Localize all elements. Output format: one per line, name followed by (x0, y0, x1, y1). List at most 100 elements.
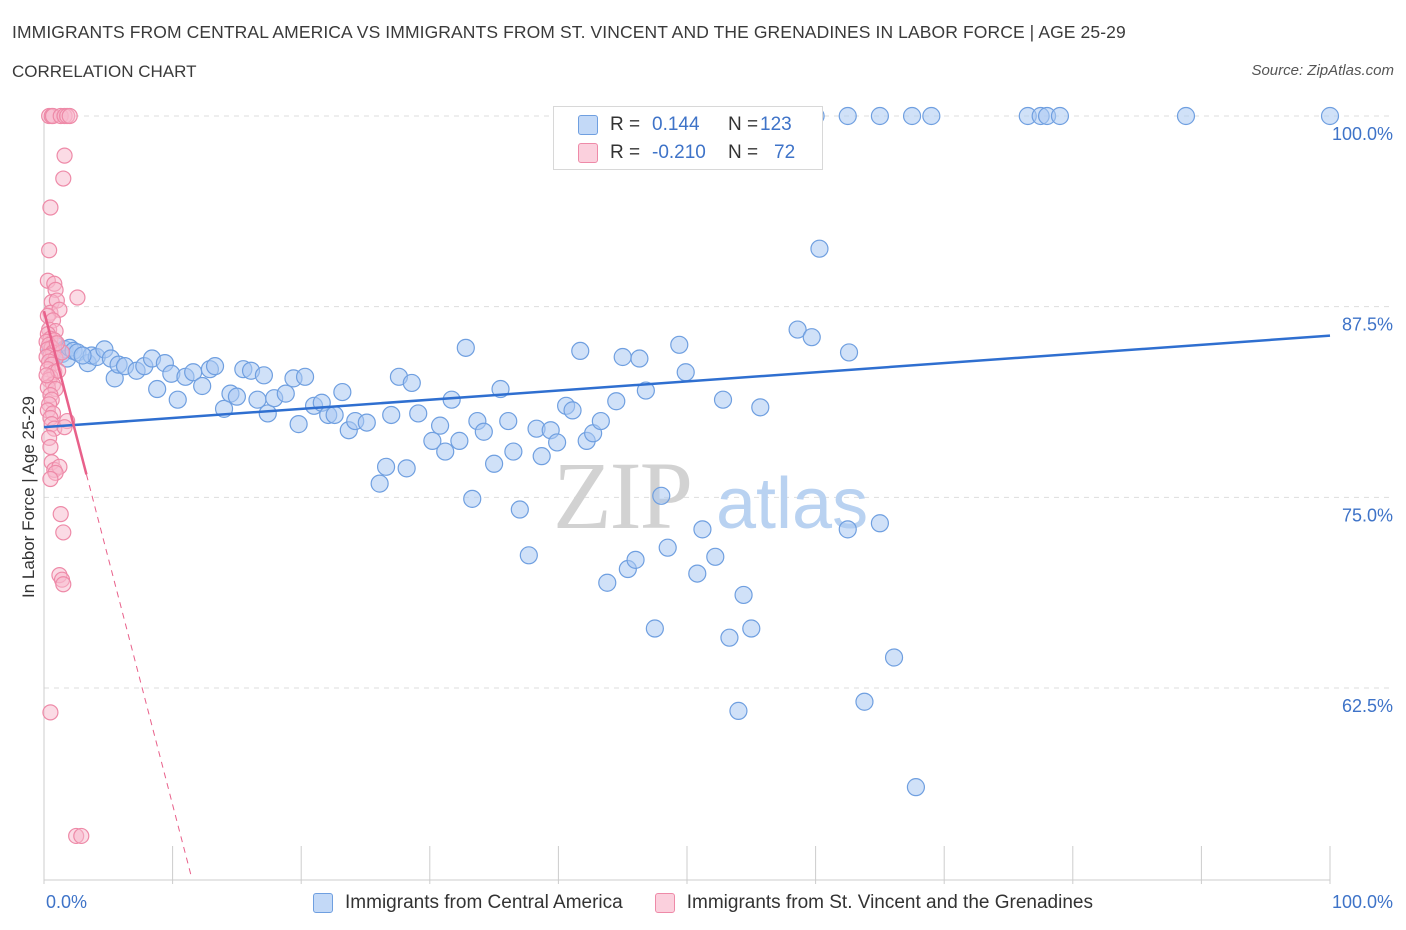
data-point-central-america (548, 433, 567, 452)
data-point-central-america (504, 442, 523, 461)
data-point-central-america (729, 701, 748, 720)
data-point-central-america (193, 376, 212, 396)
x-tick-label: 100.0% (1332, 892, 1393, 912)
data-point-st-vincent (41, 242, 58, 259)
data-point-central-america (402, 373, 421, 393)
data-point-central-america (906, 778, 926, 797)
trend-line-st-vincent (42, 310, 88, 475)
data-point-central-america (810, 239, 829, 258)
data-point-central-america (839, 343, 859, 362)
data-point-central-america (276, 384, 295, 403)
legend-swatch-blue (578, 115, 598, 135)
data-point-central-america (788, 320, 807, 339)
series-st-vincent (38, 107, 90, 845)
data-point-central-america (751, 398, 770, 417)
data-point-st-vincent (55, 524, 72, 541)
data-point-central-america (802, 328, 821, 347)
data-point-central-america (376, 457, 396, 476)
data-point-central-america (168, 390, 187, 409)
data-point-central-america (1050, 106, 1070, 126)
legend-r-value: -0.210 (652, 142, 706, 163)
legend-swatch-pink (578, 143, 598, 163)
data-point-central-america (645, 619, 664, 638)
series-legend-item-blue: Immigrants from Central America (313, 892, 623, 914)
data-point-central-america (636, 381, 655, 400)
data-point-central-america (532, 447, 551, 466)
data-point-central-america (613, 347, 632, 367)
data-point-central-america (676, 363, 695, 382)
data-point-central-america (258, 404, 277, 423)
legend-row-pink: R = -0.210 N = 72 (554, 140, 814, 166)
data-point-st-vincent (61, 107, 78, 125)
series-legend-label: Immigrants from St. Vincent and the Gren… (686, 892, 1093, 913)
chart-subtitle: CORRELATION CHART (12, 62, 197, 81)
data-point-central-america (148, 379, 167, 399)
data-point-central-america (499, 411, 518, 431)
source-label: Source: ZipAtlas.com (1251, 62, 1394, 79)
data-point-central-america (227, 387, 246, 406)
data-point-st-vincent (55, 170, 72, 187)
data-point-central-america (450, 431, 469, 450)
data-point-central-america (333, 382, 352, 402)
data-point-central-america (693, 520, 712, 539)
series-legend-item-pink: Immigrants from St. Vincent and the Gren… (654, 892, 1093, 914)
y-tick-label: 100.0% (1332, 124, 1393, 144)
data-point-central-america (463, 489, 482, 508)
data-point-central-america (626, 550, 645, 569)
y-tick-label: 75.0% (1342, 505, 1393, 525)
data-point-central-america (370, 474, 389, 493)
data-point-st-vincent (56, 147, 73, 164)
data-point-st-vincent (38, 367, 55, 384)
data-point-st-vincent (42, 438, 59, 456)
trend-lines (42, 310, 1331, 879)
y-tick-label: 87.5% (1342, 315, 1393, 335)
data-point-central-america (409, 404, 428, 423)
data-point-central-america (456, 338, 475, 357)
data-point-central-america (902, 106, 922, 126)
data-point-central-america (838, 106, 857, 126)
data-point-central-america (734, 585, 753, 605)
data-point-central-america (382, 405, 401, 425)
data-point-central-america (670, 335, 689, 354)
data-point-central-america (870, 106, 890, 126)
legend-r-label: R = (610, 114, 641, 135)
legend-n-label: N = (728, 142, 759, 163)
trend-line-central-america (43, 334, 1331, 429)
data-point-central-america (423, 431, 442, 450)
data-point-central-america (720, 628, 739, 647)
trend-line-st-vincent-extension (85, 474, 193, 879)
data-point-central-america (510, 500, 529, 519)
data-point-central-america (563, 401, 582, 420)
legend-row-blue: R = 0.144 N = 123 (554, 112, 800, 138)
legend-r-label: R = (610, 142, 641, 163)
data-point-st-vincent (73, 827, 90, 845)
data-point-central-america (884, 648, 904, 667)
legend-n-label: N = (728, 114, 759, 135)
stats-legend: R = 0.144 N = 123 R = -0.210 N = 72 (553, 106, 823, 170)
data-point-st-vincent (69, 289, 86, 306)
series-legend-label: Immigrants from Central America (345, 892, 623, 913)
data-point-central-america (630, 349, 649, 368)
data-point-central-america (397, 459, 416, 478)
data-point-central-america (205, 357, 225, 376)
series-swatch-blue (313, 893, 334, 913)
data-point-central-america (688, 564, 707, 583)
data-point-central-america (436, 442, 455, 461)
data-point-central-america (357, 413, 376, 432)
data-point-central-america (254, 366, 274, 385)
data-point-central-america (598, 573, 617, 592)
series-swatch-pink (654, 893, 675, 913)
y-tick-label: 62.5% (1342, 696, 1393, 716)
legend-r-value: 0.144 (652, 114, 700, 135)
data-point-central-america (1320, 106, 1340, 126)
data-point-central-america (922, 106, 941, 126)
legend-n-value: 72 (774, 142, 796, 163)
data-point-st-vincent (42, 470, 59, 488)
y-axis-label: In Labor Force | Age 25-29 (19, 396, 38, 598)
x-tick-label: 0.0% (46, 892, 87, 912)
data-point-central-america (658, 538, 677, 557)
data-point-central-america (652, 486, 671, 505)
data-point-central-america (713, 390, 733, 409)
data-point-central-america (325, 405, 344, 425)
